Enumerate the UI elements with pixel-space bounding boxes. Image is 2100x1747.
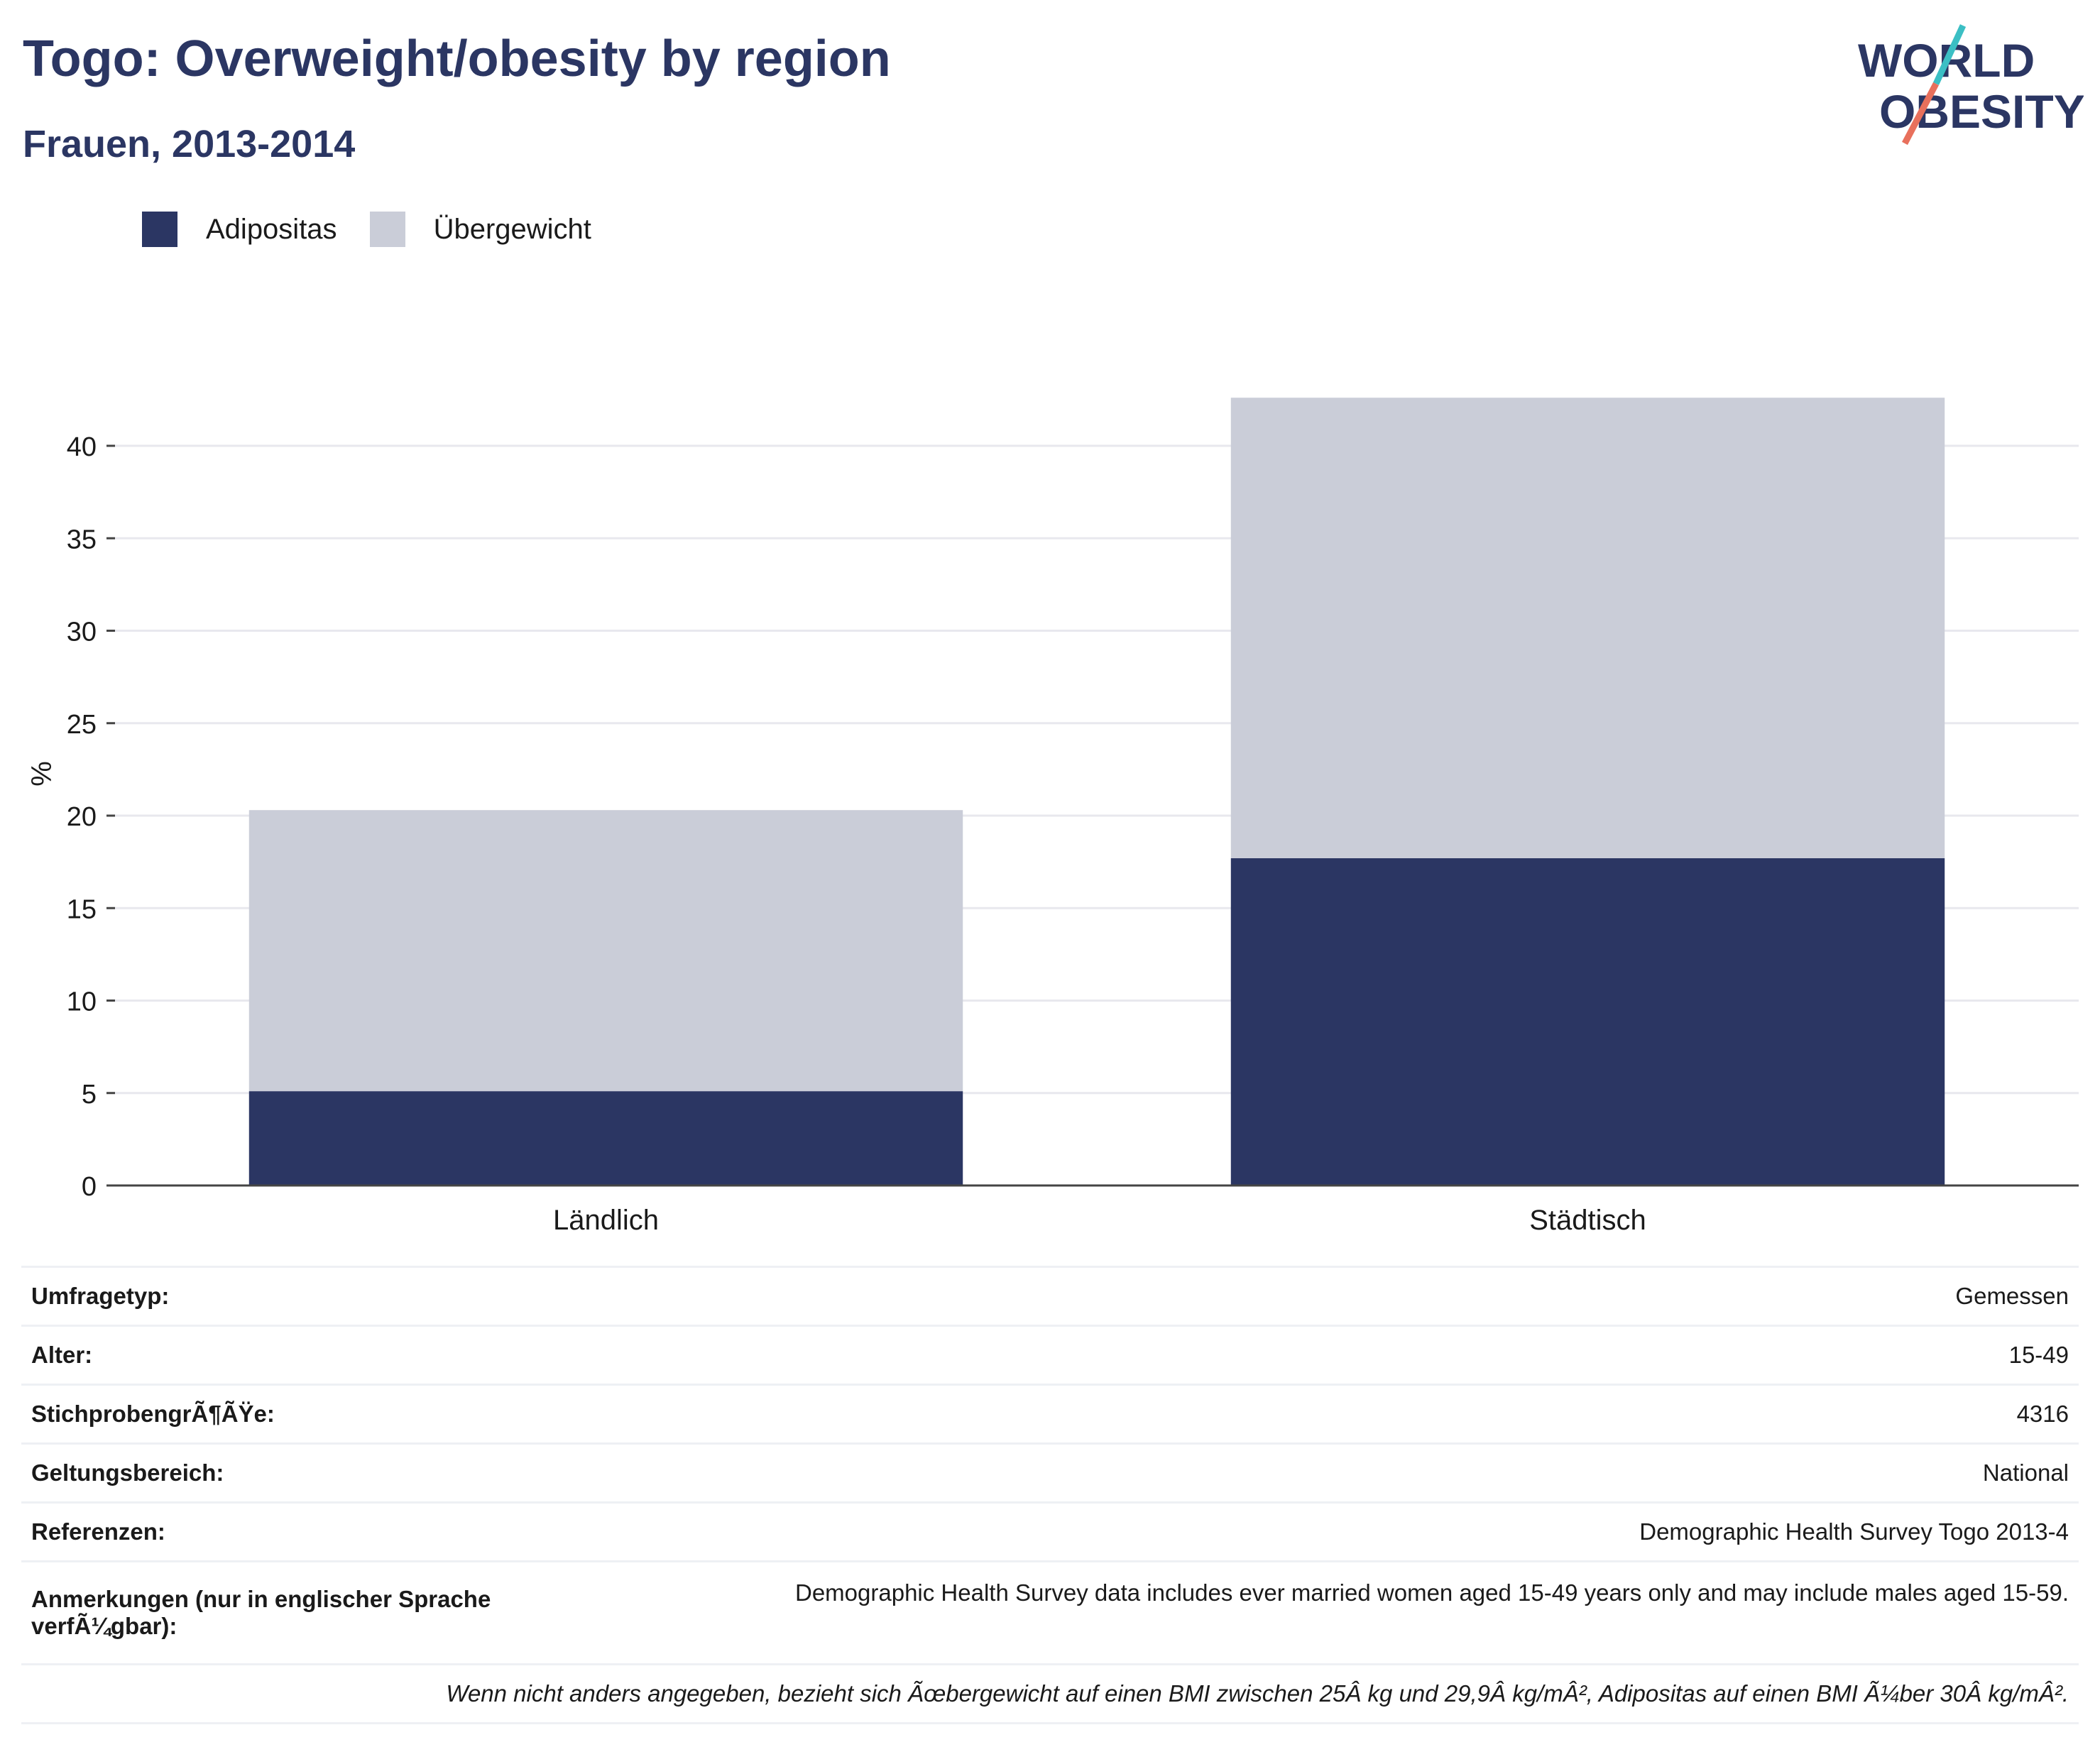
info-row: Referenzen: Demographic Health Survey To… <box>21 1501 2079 1562</box>
info-key: Umfragetyp: <box>21 1266 538 1326</box>
x-tick-label: Ländlich <box>553 1205 659 1236</box>
info-key: Referenzen: <box>21 1501 538 1562</box>
y-tick-labels: 0 5 10 15 20 25 30 35 40 <box>67 432 115 1202</box>
info-key: Anmerkungen (nur in englischer Sprache v… <box>21 1560 538 1665</box>
y-tick-label: 30 <box>67 618 97 647</box>
legend-item-uebergewicht[interactable]: Übergewicht <box>369 212 591 247</box>
info-value: Demographic Health Survey data includes … <box>538 1560 2079 1665</box>
info-row: Anmerkungen (nur in englischer Sprache v… <box>21 1560 2079 1665</box>
y-tick-label: 0 <box>82 1172 97 1202</box>
world-obesity-logo: WORLD OBESITY <box>1858 24 2084 146</box>
y-tick-label: 10 <box>67 987 97 1017</box>
y-tick-label: 35 <box>67 525 97 554</box>
x-tick-label: Städtisch <box>1529 1205 1646 1236</box>
info-row: StichprobengrÃ¶ÃŸe: 4316 <box>21 1384 2079 1444</box>
y-tick-label: 40 <box>67 432 97 462</box>
info-row: Alter: 15-49 <box>21 1325 2079 1385</box>
info-key: StichprobengrÃ¶ÃŸe: <box>21 1384 538 1444</box>
bar-segment-uebergewicht[interactable] <box>248 810 963 1092</box>
info-row: Umfragetyp: Gemessen <box>21 1266 2079 1326</box>
bar-segment-uebergewicht[interactable] <box>1230 398 1945 858</box>
legend-item-adipositas[interactable]: Adipositas <box>142 212 337 247</box>
y-tick-label: 25 <box>67 710 97 740</box>
logo-slash-teal <box>1932 24 1967 85</box>
y-tick-label: 15 <box>67 894 97 924</box>
y-tick-label: 20 <box>67 802 97 832</box>
chart-subtitle: Frauen, 2013-2014 <box>23 123 356 165</box>
info-value: Demographic Health Survey Togo 2013-4 <box>538 1501 2079 1562</box>
bars <box>248 398 1945 1185</box>
y-tick-label: 5 <box>82 1080 97 1110</box>
logo-slash-coral <box>1902 82 1939 146</box>
survey-info-table: Umfragetyp: Gemessen Alter: 15-49 Stichp… <box>21 1266 2079 1724</box>
footnote-row: Wenn nicht anders angegeben, bezieht sic… <box>21 1663 2079 1724</box>
stacked-bar-chart: 0 5 10 15 20 25 30 35 40 Ländlich Städtisch % <box>26 398 2079 1236</box>
legend-label-uebergewicht: Übergewicht <box>433 213 591 245</box>
x-tick-labels: Ländlich Städtisch <box>553 1205 1646 1236</box>
chart-title: Togo: Overweight/obesity by region <box>23 31 891 87</box>
info-value: Gemessen <box>538 1266 2079 1326</box>
legend-label-adipositas: Adipositas <box>206 213 337 245</box>
bar-segment-adipositas[interactable] <box>248 1091 963 1185</box>
legend-swatch-adipositas <box>142 212 177 247</box>
footnote: Wenn nicht anders angegeben, bezieht sic… <box>21 1663 2079 1724</box>
info-key: Alter: <box>21 1325 538 1385</box>
info-key: Geltungsbereich: <box>21 1442 538 1503</box>
chart-legend: Adipositas Übergewicht <box>142 210 624 248</box>
info-value: National <box>538 1442 2079 1503</box>
info-value: 15-49 <box>538 1325 2079 1385</box>
info-value: 4316 <box>538 1384 2079 1444</box>
y-axis-label: % <box>26 761 58 787</box>
bar-segment-adipositas[interactable] <box>1230 858 1945 1185</box>
info-row: Geltungsbereich: National <box>21 1442 2079 1503</box>
legend-swatch-uebergewicht <box>369 212 405 247</box>
